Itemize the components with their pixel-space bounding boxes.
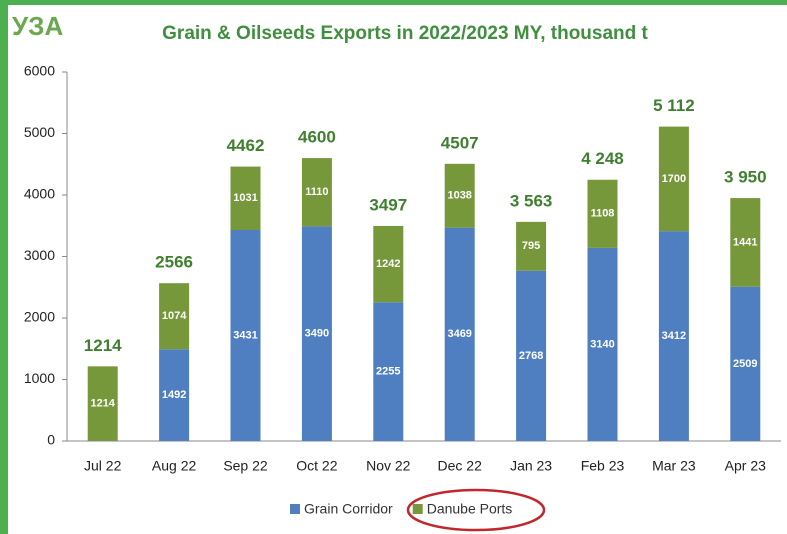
bar-segment xyxy=(658,126,689,232)
value-label: 1031 xyxy=(233,192,257,204)
value-label: 2768 xyxy=(519,350,543,362)
bar-segment xyxy=(444,227,475,441)
legend-label: Danube Ports xyxy=(427,501,513,517)
bar-segment xyxy=(373,225,404,303)
x-tick-label: Jul 22 xyxy=(84,458,122,474)
y-tick-label: 2000 xyxy=(24,309,55,325)
total-label: 1214 xyxy=(84,336,122,355)
frame-top xyxy=(0,0,787,5)
value-label: 1700 xyxy=(662,173,686,185)
bar-segment xyxy=(587,179,618,248)
total-label: 4 248 xyxy=(581,149,624,168)
bar-segment xyxy=(230,229,261,441)
value-label: 3490 xyxy=(305,328,329,340)
y-tick-label: 0 xyxy=(47,432,55,448)
bar-segment xyxy=(516,270,547,441)
x-tick-label: Sep 22 xyxy=(223,458,268,474)
bar-segment xyxy=(301,226,332,441)
value-label: 3431 xyxy=(233,329,257,341)
x-tick-label: Feb 23 xyxy=(581,458,625,474)
x-tick-label: Mar 23 xyxy=(652,458,696,474)
x-tick-label: Nov 22 xyxy=(366,458,411,474)
value-label: 2255 xyxy=(376,366,400,378)
bar-segment xyxy=(301,158,332,227)
value-label: 3412 xyxy=(662,330,686,342)
bar-segment xyxy=(730,198,761,287)
bar-segment xyxy=(87,366,118,441)
value-label: 1214 xyxy=(90,398,115,410)
value-label: 1108 xyxy=(591,208,615,220)
x-tick-label: Aug 22 xyxy=(152,458,197,474)
chart-title: Grain & Oilseeds Exports in 2022/2023 MY… xyxy=(162,23,648,44)
total-label: 4507 xyxy=(441,133,479,152)
x-tick-label: Dec 22 xyxy=(438,458,483,474)
legend-swatch xyxy=(290,504,300,514)
y-tick-label: 6000 xyxy=(24,63,55,79)
total-label: 2566 xyxy=(155,253,193,272)
total-label: 3 950 xyxy=(724,168,767,187)
x-tick-label: Apr 23 xyxy=(725,458,766,474)
x-tick-label: Jan 23 xyxy=(510,458,552,474)
bar-segment xyxy=(658,231,689,441)
total-label: 5 112 xyxy=(653,96,695,115)
y-tick-label: 3000 xyxy=(24,247,55,263)
bar-segment xyxy=(587,247,618,441)
bar-segment xyxy=(730,286,761,441)
highlight-ellipse xyxy=(406,488,546,532)
value-label: 1110 xyxy=(305,186,328,198)
bar-segment xyxy=(159,349,190,441)
bar-segment xyxy=(159,283,190,350)
bar-segment xyxy=(373,302,404,441)
total-label: 4462 xyxy=(227,136,265,155)
total-label: 4600 xyxy=(298,128,336,147)
bar-segment xyxy=(444,163,475,228)
value-label: 1492 xyxy=(162,389,186,401)
x-tick-label: Oct 22 xyxy=(296,458,337,474)
value-label: 2509 xyxy=(733,358,757,370)
y-tick-label: 1000 xyxy=(24,370,55,386)
y-tick-label: 4000 xyxy=(24,186,55,202)
value-label: 1074 xyxy=(162,310,187,322)
logo: УЗА xyxy=(12,11,63,41)
y-tick-label: 5000 xyxy=(24,124,55,140)
value-label: 795 xyxy=(522,240,540,252)
value-label: 1038 xyxy=(447,190,471,202)
value-label: 1242 xyxy=(376,258,400,270)
value-label: 3469 xyxy=(447,328,471,340)
total-label: 3 563 xyxy=(510,191,553,210)
legend-swatch xyxy=(412,504,423,514)
frame-left xyxy=(0,0,8,534)
bar-segment xyxy=(230,166,261,230)
legend-label: Grain Corridor xyxy=(304,501,393,517)
value-label: 3140 xyxy=(590,338,614,350)
bar-segment xyxy=(516,221,547,271)
total-label: 3497 xyxy=(369,195,407,214)
value-label: 1441 xyxy=(733,236,757,248)
